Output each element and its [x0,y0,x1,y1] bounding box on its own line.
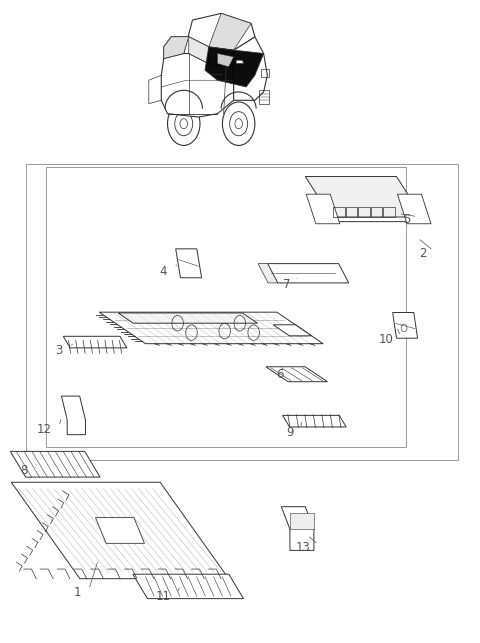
Polygon shape [205,47,264,87]
Polygon shape [96,518,144,543]
Text: 9: 9 [286,426,294,439]
Polygon shape [283,415,346,427]
Polygon shape [209,47,234,67]
Polygon shape [176,249,202,278]
Polygon shape [268,264,348,283]
Text: 3: 3 [55,344,62,357]
Polygon shape [397,194,431,224]
Text: 4: 4 [159,265,167,278]
Polygon shape [258,264,277,283]
Text: 5: 5 [403,213,410,226]
Text: 10: 10 [379,333,394,346]
Bar [346,207,357,217]
Polygon shape [217,53,234,67]
Polygon shape [133,574,243,599]
Polygon shape [393,312,418,338]
Bar [261,69,269,77]
Bar [358,207,370,217]
Polygon shape [11,482,229,579]
Bar [383,207,395,217]
Polygon shape [312,203,416,222]
Text: 12: 12 [37,423,52,436]
Circle shape [235,119,242,129]
Text: 8: 8 [21,464,28,477]
Bar [26,164,458,460]
Polygon shape [99,312,323,344]
Polygon shape [11,451,100,477]
Text: 11: 11 [156,590,170,603]
Text: 7: 7 [283,278,290,291]
Bar [46,167,406,447]
Polygon shape [118,313,258,323]
Polygon shape [234,37,267,100]
Polygon shape [290,513,314,529]
Circle shape [180,119,188,129]
Polygon shape [273,325,312,336]
Polygon shape [63,336,127,348]
Polygon shape [266,367,327,382]
Polygon shape [164,14,255,59]
Polygon shape [306,194,340,224]
Polygon shape [189,37,209,64]
Text: 6: 6 [276,368,283,381]
Bar [333,207,345,217]
Bar [259,90,269,104]
Polygon shape [236,60,244,64]
Polygon shape [281,507,314,550]
Bar [371,207,382,217]
Polygon shape [61,396,85,435]
Polygon shape [161,53,234,117]
Text: 1: 1 [74,586,82,599]
Text: 13: 13 [296,541,311,554]
Polygon shape [305,176,422,217]
Text: 2: 2 [419,248,426,260]
Polygon shape [164,37,189,59]
Polygon shape [209,14,251,50]
